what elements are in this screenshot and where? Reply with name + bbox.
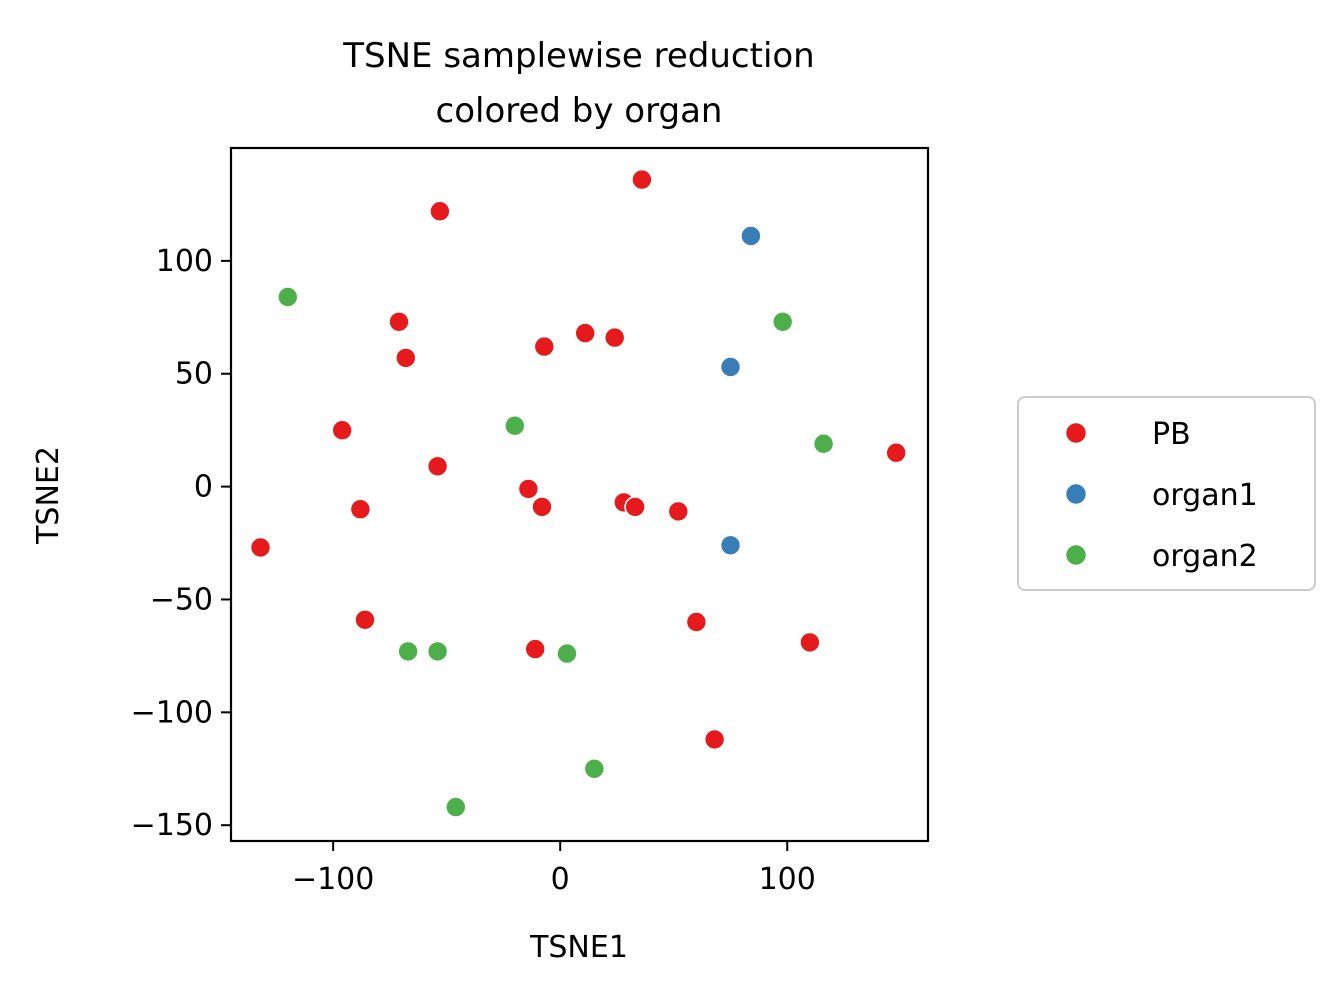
x-axis-ticks: −100 0 100 [292, 841, 816, 897]
data-point-pb-3 [394, 347, 417, 369]
data-point-organ2-5 [426, 640, 449, 663]
legend-frame [1017, 396, 1316, 591]
plot-area-frame [229, 146, 930, 843]
data-point-pb-6 [603, 326, 626, 349]
data-point-pb-5 [574, 322, 597, 344]
data-point-pb-12 [624, 496, 646, 518]
data-point-organ2-1 [771, 310, 794, 333]
data-point-pb-0 [631, 168, 653, 191]
data-point-pb-18 [524, 638, 547, 660]
data-point-pb-7 [331, 419, 354, 442]
data-point-pb-15 [249, 536, 272, 559]
legend-label-organ1: organ1 [1152, 478, 1258, 513]
y-axis-label: TSNE2 [31, 446, 66, 545]
data-point-organ1-1 [719, 356, 742, 378]
y-tick-label-5: −150 [131, 808, 213, 843]
data-point-pb-14 [349, 498, 372, 521]
data-point-pb-13 [667, 500, 690, 523]
x-tick-label-2: 100 [759, 862, 816, 897]
legend-entries: PB organ1 organ2 [1064, 417, 1258, 574]
legend-marker-organ1 [1064, 482, 1088, 506]
x-axis-label: TSNE1 [529, 930, 628, 965]
data-point-organ2-8 [444, 796, 467, 818]
y-tick-label-3: −50 [150, 582, 213, 617]
data-point-organ2-6 [556, 642, 578, 665]
y-tick-label-1: 50 [175, 357, 213, 392]
data-point-pb-1 [429, 200, 451, 222]
points-layer [249, 168, 908, 818]
data-point-pb-20 [799, 631, 821, 654]
y-axis-ticks: 100 50 0 −50 −100 −150 [131, 244, 231, 843]
data-point-organ2-2 [503, 414, 526, 437]
legend-marker-organ2 [1064, 543, 1088, 567]
y-tick-label-4: −100 [131, 695, 213, 730]
chart-title-line-2: colored by organ [436, 91, 723, 131]
legend-label-organ2: organ2 [1152, 539, 1258, 574]
chart-title-line-1: TSNE samplewise reduction [342, 36, 814, 76]
data-point-pb-9 [517, 478, 540, 500]
x-tick-label-0: −100 [292, 862, 374, 897]
y-tick-label-2: 0 [194, 470, 213, 505]
data-point-pb-17 [354, 608, 376, 631]
legend: PB organ1 organ2 [1017, 396, 1316, 591]
data-point-organ2-4 [397, 640, 419, 663]
data-point-pb-19 [685, 611, 708, 633]
y-tick-label-0: 100 [156, 244, 213, 279]
data-point-pb-10 [531, 496, 553, 518]
data-point-pb-21 [703, 728, 726, 751]
x-tick-label-1: 0 [551, 862, 570, 897]
data-point-pb-4 [533, 335, 556, 358]
legend-marker-pb [1064, 421, 1088, 445]
data-point-pb-16 [885, 441, 908, 464]
legend-label-pb: PB [1152, 417, 1191, 452]
data-point-pb-8 [426, 455, 449, 478]
data-point-organ2-0 [276, 286, 299, 308]
data-point-pb-2 [388, 310, 410, 333]
data-point-organ1-0 [740, 225, 762, 247]
data-point-organ1-2 [719, 534, 742, 557]
data-point-organ2-3 [812, 432, 835, 455]
data-point-organ2-7 [583, 757, 606, 780]
